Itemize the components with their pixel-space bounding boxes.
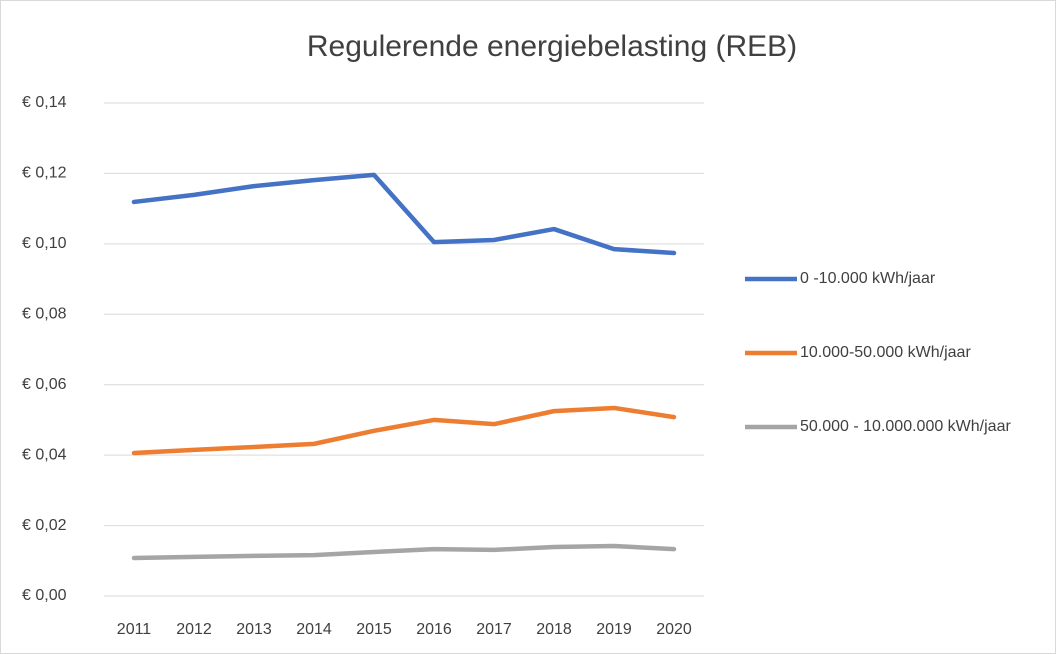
x-tick-label: 2014 [296,621,332,638]
x-tick-label: 2012 [176,621,212,638]
y-tick-label: € 0,02 [22,517,67,534]
y-tick-label: € 0,14 [22,94,67,111]
x-tick-label: 2018 [536,621,572,638]
y-tick-label: € 0,10 [22,235,67,252]
x-tick-label: 2011 [117,621,152,638]
x-tick-label: 2019 [596,621,632,638]
y-tick-label: € 0,00 [22,587,67,604]
series-line [131,172,677,256]
x-tick-label: 2020 [656,621,692,638]
series-line [131,405,677,456]
y-tick-label: € 0,04 [22,446,67,463]
x-tick-label: 2016 [416,621,452,638]
series-line [131,543,677,561]
x-tick-label: 2013 [236,621,272,638]
y-tick-label: € 0,08 [22,306,67,323]
legend-label: 10.000-50.000 kWh/jaar [800,344,971,361]
y-tick-label: € 0,12 [22,165,67,182]
legend-label: 50.000 - 10.000.000 kWh/jaar [800,418,1011,435]
x-tick-label: 2015 [356,621,392,638]
y-tick-label: € 0,06 [22,376,67,393]
x-tick-label: 2017 [476,621,512,638]
legend-label: 0 -10.000 kWh/jaar [800,270,936,287]
chart-title: Regulerende energiebelasting (REB) [307,30,797,63]
